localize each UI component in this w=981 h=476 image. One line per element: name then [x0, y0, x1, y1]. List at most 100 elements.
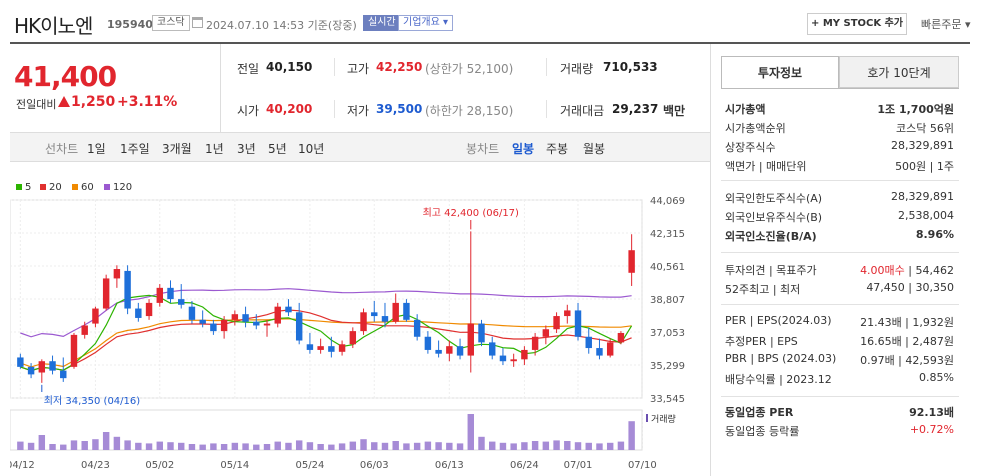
volume-bar	[135, 442, 142, 450]
volume-bar	[306, 442, 314, 450]
company-overview-dropdown[interactable]: 기업개요 ▾	[398, 15, 454, 31]
quote-datetime: 2024.07.10 14:53 기준(장중)	[206, 19, 357, 32]
candle-body	[456, 346, 464, 356]
info-row-label: 액면가 | 매매단위	[725, 160, 807, 173]
volume-bar	[274, 441, 281, 450]
period-bar	[10, 132, 710, 162]
legend-swatch	[104, 184, 110, 190]
period-3y[interactable]: 3년	[237, 142, 256, 156]
candle-body	[338, 344, 346, 352]
x-tick-label: 06/24	[510, 460, 539, 471]
panel-divider	[710, 44, 711, 476]
volume-bar	[521, 442, 528, 450]
volume-bar	[102, 432, 110, 450]
volume-legend-swatch	[646, 414, 648, 422]
candle-daily[interactable]: 일봉	[512, 142, 535, 156]
up-triangle-icon	[58, 96, 70, 107]
volume-bar	[253, 444, 260, 450]
company-overview-label: 기업개요	[403, 17, 440, 28]
volume-bar	[49, 444, 56, 450]
x-tick-label: 04/23	[81, 460, 110, 471]
price-change-percent: +3.11%	[117, 94, 178, 110]
candle-body	[81, 325, 88, 335]
candle-body	[285, 306, 292, 313]
tab-investment-info[interactable]: 투자정보	[721, 56, 839, 88]
quote-separator	[546, 58, 547, 76]
volume-bar	[531, 441, 539, 450]
opinion-value: 4.00매수	[860, 264, 909, 277]
candle-body	[135, 308, 142, 318]
y-tick-label: 38,807	[650, 295, 685, 306]
prev-close-label: 전일	[237, 62, 260, 76]
info-row-value: 1조 1,700억원	[877, 103, 954, 116]
y-tick-label: 35,299	[650, 361, 685, 372]
volume-bar	[413, 442, 421, 450]
candle-monthly[interactable]: 월봉	[583, 142, 606, 156]
volume-bar	[510, 443, 517, 450]
candle-weekly[interactable]: 주봉	[546, 142, 569, 156]
candle-body	[606, 342, 614, 356]
chevron-down-icon: ▾	[443, 17, 449, 28]
candle-body	[381, 316, 389, 322]
quote-separator	[334, 100, 335, 118]
info-row-value: 28,329,891	[891, 139, 954, 152]
candle-body	[574, 310, 582, 337]
volume-bar	[70, 440, 78, 450]
info-row-value: 8.96%	[915, 228, 954, 241]
quick-order-label: 빠른주문	[921, 18, 962, 31]
candlestick-chart[interactable]: 5 20 60 120 44,069 42,315 40,561 38,807 37,053 35…	[10, 178, 710, 476]
legend-label: 60	[81, 182, 94, 193]
realtime-button[interactable]: 실시간	[363, 15, 401, 31]
info-row-label: 52주최고 | 최저	[725, 283, 801, 296]
period-1d[interactable]: 1일	[87, 142, 106, 156]
x-tick-label: 07/01	[564, 460, 593, 471]
candle-body	[489, 342, 496, 356]
candle-body	[145, 302, 153, 317]
add-mystock-button[interactable]: + MY STOCK 추가	[807, 13, 907, 35]
volume-bar	[92, 439, 99, 450]
legend-label: 120	[113, 182, 132, 193]
candle-body	[102, 278, 110, 309]
legend-label: 20	[49, 182, 62, 193]
candle-body	[188, 306, 196, 320]
candle-body	[295, 312, 303, 341]
candle-body	[210, 323, 217, 332]
period-10y[interactable]: 10년	[298, 142, 325, 156]
info-row-label: PER | EPS(2024.03)	[725, 314, 832, 327]
quick-order-button[interactable]: 빠른주문 ▾	[921, 16, 971, 32]
period-3m[interactable]: 3개월	[162, 142, 192, 156]
candle-body	[113, 269, 121, 279]
price-change: 1,250	[71, 94, 116, 110]
info-row-value: 16.65배 | 2,487원	[860, 335, 954, 348]
volume-bar	[27, 442, 35, 450]
x-tick-label: 07/10	[628, 460, 657, 471]
volume-bar	[124, 440, 131, 450]
volume-bar	[489, 441, 496, 450]
candle-body	[628, 250, 635, 273]
candle-body	[596, 348, 603, 356]
candle-body	[317, 346, 324, 350]
info-row-label: 외국인한도주식수(A)	[725, 192, 823, 205]
info-row-value: 2,538,004	[898, 209, 954, 222]
amount-unit: 백만	[663, 104, 686, 118]
candle-body	[199, 319, 206, 324]
volume-label: 거래량	[651, 413, 676, 425]
info-row-value: 92.13배	[909, 406, 954, 419]
volume-bar	[456, 443, 464, 450]
volume-bar	[574, 442, 582, 450]
tab-order-book[interactable]: 호가 10단계	[839, 56, 959, 88]
info-row-value: 4.00매수 | 54,462	[860, 262, 954, 278]
period-1w[interactable]: 1주일	[120, 142, 150, 156]
candle-body	[274, 306, 281, 324]
period-5y[interactable]: 5년	[268, 142, 287, 156]
line-chart-label: 선차트	[45, 142, 79, 156]
current-price: 41,400	[14, 60, 117, 93]
info-row-value: 21.43배 | 1,932원	[860, 316, 954, 329]
candle-body	[38, 361, 46, 373]
candle-body	[70, 334, 78, 367]
amount-value: 29,237	[612, 102, 659, 116]
volume-bar	[606, 442, 614, 450]
candle-body	[263, 323, 271, 326]
period-1y[interactable]: 1년	[205, 142, 224, 156]
candle-body	[521, 349, 528, 360]
